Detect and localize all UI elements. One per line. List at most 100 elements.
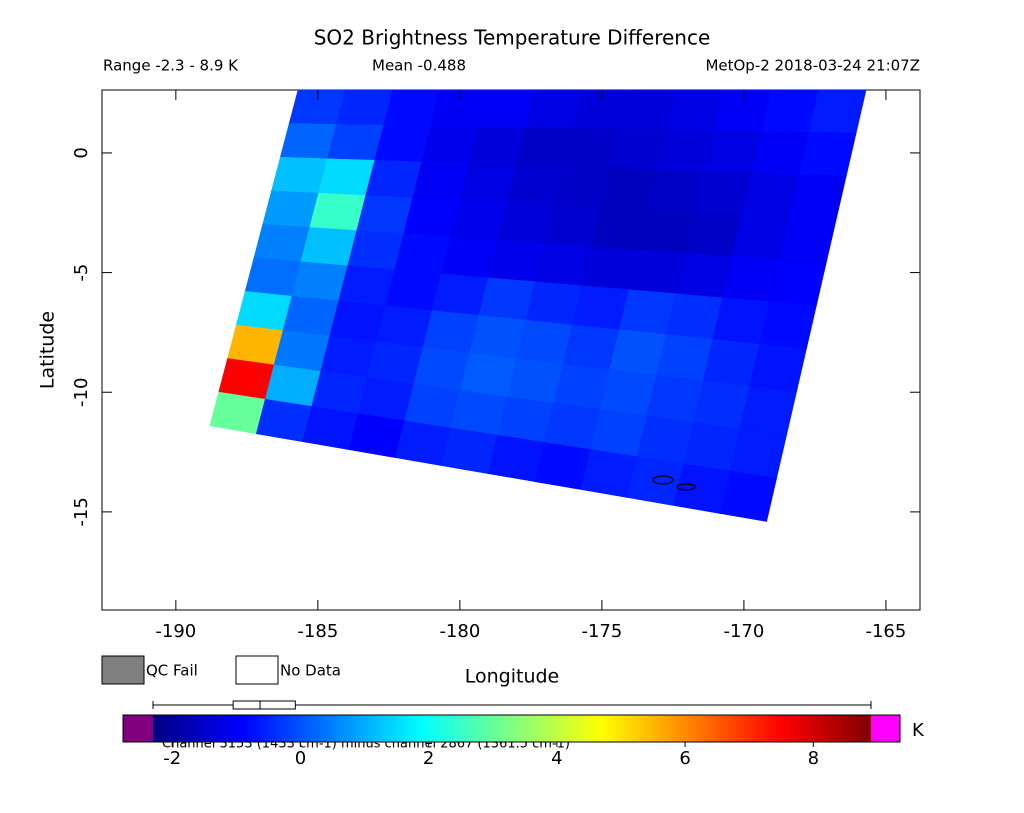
swath-cell — [302, 406, 359, 451]
colorbar-over — [871, 715, 900, 742]
swath-cell — [646, 374, 704, 423]
x-tick-label: -190 — [155, 621, 196, 642]
legend-swatch — [101, 655, 145, 685]
colorbar-tick-label: 0 — [295, 748, 306, 769]
swath-cell — [590, 409, 648, 458]
swath-cell — [441, 236, 498, 279]
swath-cell — [403, 197, 461, 238]
swath-cell — [347, 230, 405, 271]
swath-cell — [759, 301, 817, 350]
swath-cell — [487, 434, 545, 482]
swath-cell — [610, 128, 668, 171]
swath-cell — [235, 291, 293, 331]
swath-cell — [666, 89, 725, 132]
swath-cell — [609, 329, 667, 376]
source-text: MetOp-2 2018-03-24 21:07Z — [705, 57, 920, 75]
swath-cell — [412, 161, 470, 201]
swath-cell — [366, 341, 424, 385]
swath-cell — [749, 343, 807, 393]
swath-cell — [647, 169, 706, 213]
x-tick-label: -165 — [865, 621, 906, 642]
swath-cell — [572, 89, 630, 130]
swath-cell — [430, 89, 488, 128]
swath-cell — [291, 261, 349, 302]
swath-cell — [441, 427, 499, 474]
swath-cell — [288, 89, 346, 125]
swath-cell — [374, 124, 432, 163]
swath-cell — [543, 402, 601, 450]
swath-cell — [788, 174, 847, 220]
swath-cell — [336, 89, 394, 126]
swath-cell — [673, 463, 731, 514]
mean-text: Mean -0.488 — [372, 57, 466, 75]
swath-cell — [657, 129, 715, 172]
swath-cell — [356, 195, 414, 235]
x-axis-label: Longitude — [465, 666, 560, 688]
swath-cell — [515, 127, 574, 168]
y-tick-label: -15 — [71, 497, 92, 526]
swath-cell — [506, 164, 564, 206]
colorbar — [153, 715, 871, 742]
swath-cell — [572, 285, 630, 331]
swath-cell — [544, 204, 602, 247]
swath-cell — [309, 192, 367, 231]
swath-cell — [450, 199, 508, 241]
swath-cell — [264, 364, 322, 407]
swath-cell — [273, 330, 331, 372]
swath-cell — [477, 89, 536, 128]
swath-cell — [506, 358, 564, 404]
swath-cell — [320, 335, 377, 379]
y-tick-label: -10 — [71, 378, 92, 407]
y-tick-label: 0 — [71, 147, 92, 158]
swath-cell — [581, 246, 639, 291]
swath-cell — [778, 216, 837, 263]
swath-cell — [338, 265, 395, 307]
swath-cell — [553, 363, 611, 410]
swath-cell — [271, 156, 328, 194]
range-text: Range -2.3 - 8.9 K — [103, 57, 239, 75]
swath-cell — [478, 277, 536, 321]
swath-cell — [394, 233, 451, 275]
swath-cell — [627, 456, 684, 506]
swath-cell — [769, 259, 827, 307]
swath-cell — [385, 269, 442, 311]
x-tick-label: -185 — [297, 621, 338, 642]
swath-cell — [253, 223, 311, 263]
swath-cell — [459, 163, 517, 203]
swath-cell — [628, 249, 686, 295]
swath-cell — [421, 125, 479, 164]
swath-cell — [808, 89, 867, 134]
swath-cell — [383, 89, 441, 127]
swath-cell — [739, 386, 797, 436]
swath-cell — [282, 295, 340, 337]
swath-cell — [262, 190, 320, 228]
swath-cell — [395, 420, 452, 466]
legend-label: No Data — [280, 662, 341, 680]
swath-cell — [525, 89, 583, 129]
colorbar-tick-label: 8 — [808, 748, 819, 769]
swath-cell — [469, 315, 527, 359]
swath-cell — [311, 371, 368, 415]
swath-cell — [329, 300, 386, 343]
swath-cell — [618, 289, 677, 335]
swath-cell — [460, 352, 517, 398]
swath-cell — [534, 442, 591, 490]
box-iqr — [232, 700, 296, 710]
swath-cell — [431, 273, 489, 316]
x-tick-label: -180 — [439, 621, 480, 642]
swath-cell — [404, 383, 461, 429]
swath-cell — [487, 239, 545, 283]
colorbar-tick-label: 4 — [551, 748, 562, 769]
swath-cell — [656, 334, 714, 382]
swath-cell — [279, 123, 337, 160]
swath-cell — [450, 390, 508, 436]
swath-cell — [580, 449, 638, 498]
swath-cell — [227, 324, 284, 366]
colorbar-unit: K — [912, 720, 925, 741]
swath-cell — [729, 428, 787, 479]
swath-cell — [553, 166, 611, 208]
swath-cell — [675, 252, 733, 299]
swath-cell — [375, 305, 433, 348]
swath-cell — [638, 209, 696, 254]
